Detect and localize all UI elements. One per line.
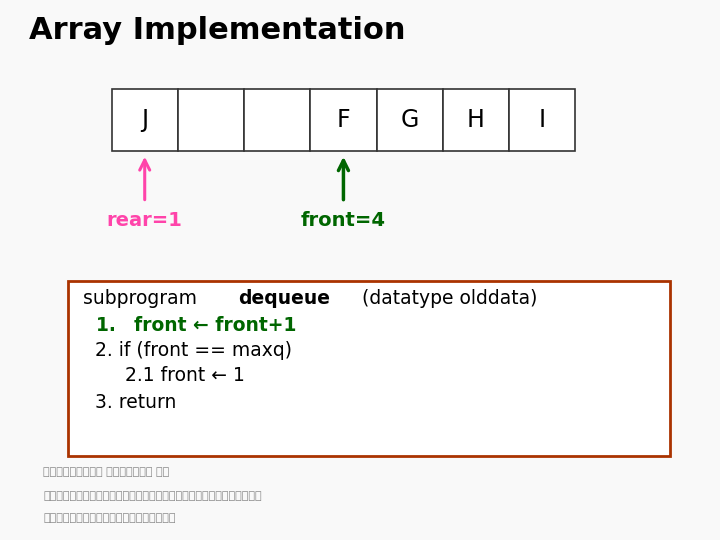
Text: dequeue: dequeue [238, 289, 330, 308]
Text: ภภภภภภภภภภภภภภภภภภภภภภภภภภภภภภภภภ: ภภภภภภภภภภภภภภภภภภภภภภภภภภภภภภภภภ [43, 491, 262, 502]
Text: (datatype olddata): (datatype olddata) [356, 289, 538, 308]
Bar [68, 281, 670, 456]
Text: Array Implementation: Array Implementation [29, 16, 405, 45]
Bar [443, 89, 509, 151]
Bar [509, 89, 575, 151]
Text: G: G [400, 108, 419, 132]
Bar [377, 89, 443, 151]
Text: 2.1 front ← 1: 2.1 front ← 1 [83, 366, 245, 385]
Text: ภภภภภภภภภภภภภภภภภภภภ: ภภภภภภภภภภภภภภภภภภภภ [43, 513, 176, 523]
Text: J: J [141, 108, 148, 132]
Text: front=4: front=4 [301, 211, 386, 229]
Text: subprogram: subprogram [83, 289, 203, 308]
Bar [112, 89, 178, 151]
Text: H: H [467, 108, 485, 132]
Text: rear=1: rear=1 [107, 211, 183, 229]
Text: ณภภภภภภภภ ภภภภภภภ ภภ: ณภภภภภภภภ ภภภภภภภ ภภ [43, 467, 169, 477]
Bar [244, 89, 310, 151]
Text: I: I [539, 108, 546, 132]
Text: front ← front+1: front ← front+1 [134, 315, 296, 335]
Text: 2. if (front == maxq): 2. if (front == maxq) [83, 341, 292, 361]
Bar [178, 89, 244, 151]
Bar [310, 89, 377, 151]
Text: 3. return: 3. return [83, 393, 176, 412]
Text: 1.: 1. [83, 315, 122, 335]
Text: F: F [337, 108, 350, 132]
